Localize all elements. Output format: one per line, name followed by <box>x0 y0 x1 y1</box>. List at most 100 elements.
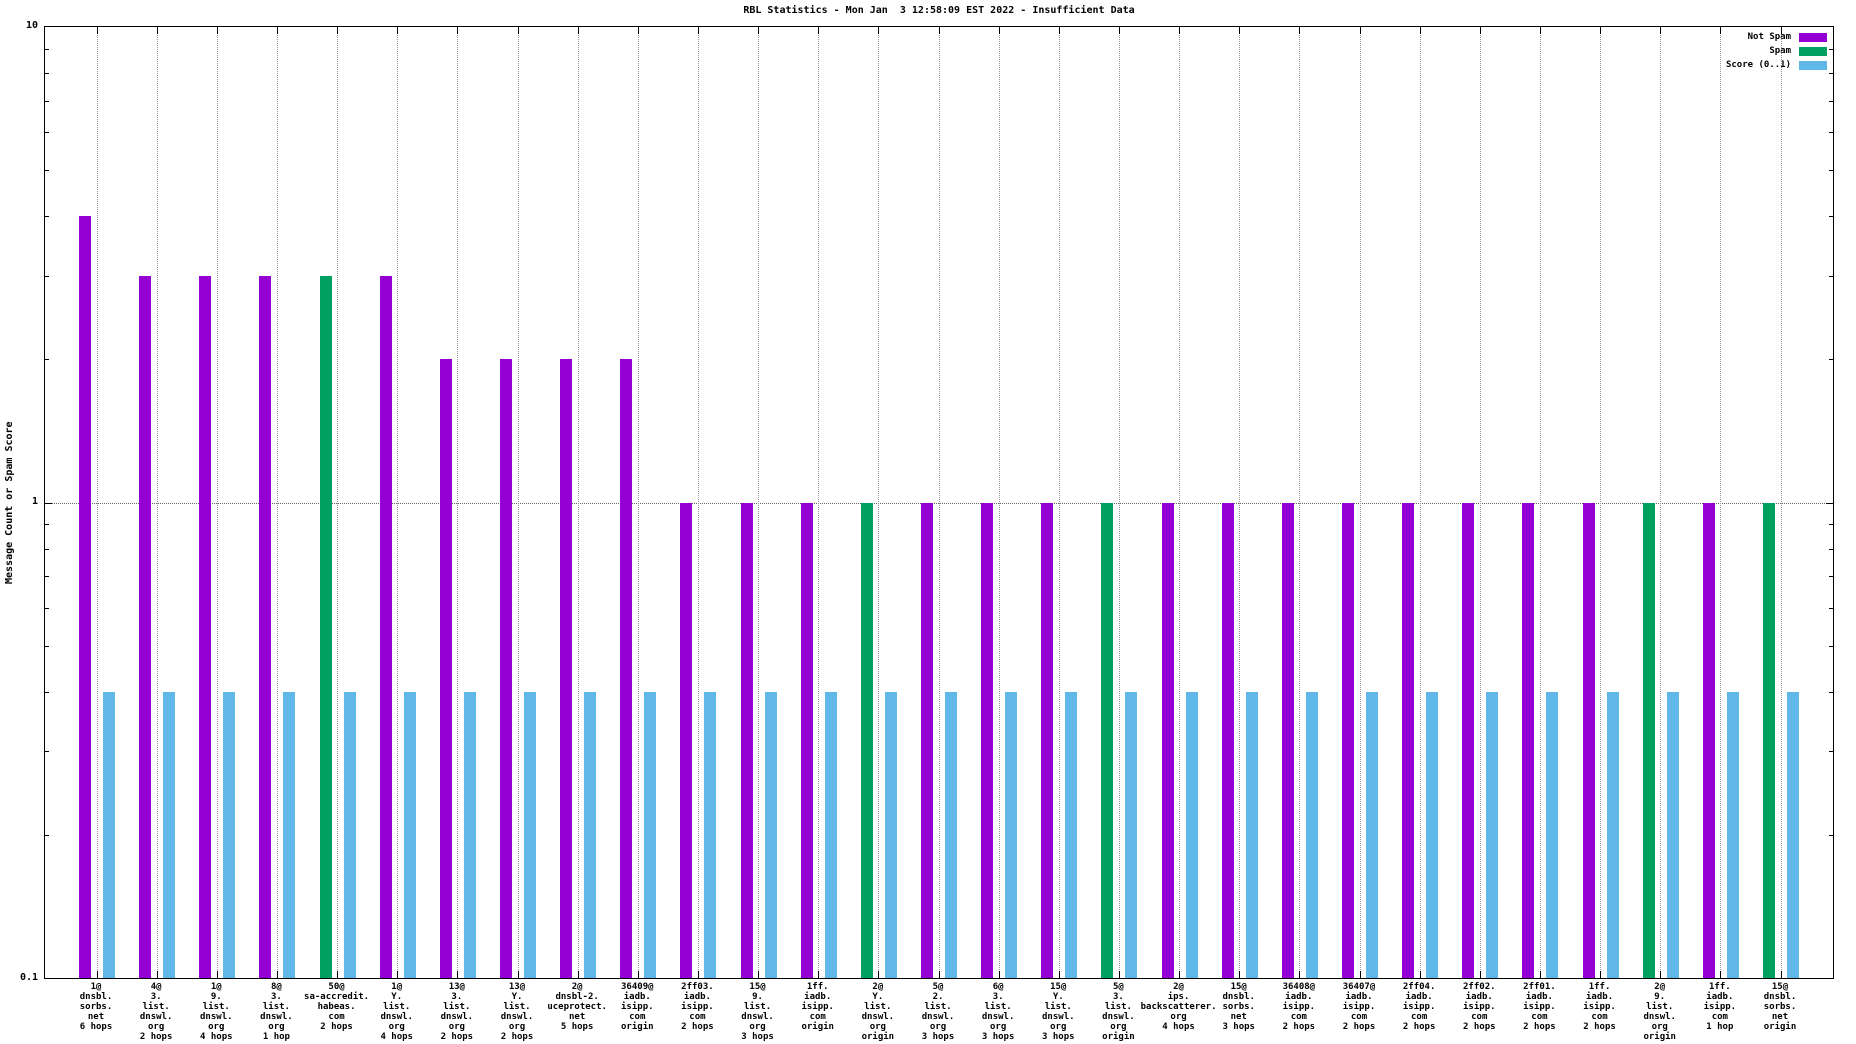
x-tick-label-line: isipp. <box>1523 1002 1556 1012</box>
legend-label-score: Score (0..1) <box>1725 60 1791 70</box>
gridline-x <box>1359 27 1361 978</box>
y-minor-tick <box>45 73 49 75</box>
x-tick-label-line: 6@ <box>992 982 1004 992</box>
gridline-x <box>216 27 218 978</box>
gridline-x <box>758 27 760 978</box>
x-tick-top <box>96 27 98 34</box>
gridline-x <box>938 27 940 978</box>
bar-score <box>1245 691 1258 978</box>
y-minor-tick <box>45 834 49 836</box>
bar-not-spam <box>199 275 212 978</box>
x-tick-bottom <box>878 971 880 978</box>
bar-score <box>1787 691 1799 978</box>
y-minor-tick <box>1829 576 1833 578</box>
x-tick-label-line: 2 hops <box>1463 1022 1496 1032</box>
y-minor-tick <box>45 576 49 578</box>
x-tick-label-line: 2 hops <box>320 1022 353 1032</box>
x-tick-label-line: 9. <box>752 992 763 1002</box>
x-tick-label-line: com <box>1411 1012 1428 1022</box>
bar-spam <box>319 275 332 978</box>
x-tick-label-line: iadb. <box>623 992 651 1002</box>
x-tick-label-line: isipp. <box>1402 1002 1436 1012</box>
bar-score <box>163 691 176 978</box>
x-tick-label-line: sorbs. <box>1763 1002 1797 1012</box>
x-tick-label-line: dnswl. <box>1042 1012 1075 1022</box>
x-tick-bottom <box>1780 971 1782 978</box>
x-tick-label-line: org <box>1110 1022 1127 1032</box>
x-tick-label-line: 6 hops <box>79 1022 113 1032</box>
x-tick-bottom <box>1359 971 1361 978</box>
x-tick-label-line: Y. <box>1052 992 1064 1002</box>
x-tick-label-line: org <box>208 1022 225 1032</box>
y-major-tick <box>45 502 52 504</box>
legend-entry-not-spam: Not Spam <box>1748 32 1827 42</box>
x-tick-label-line: com <box>1290 1012 1307 1022</box>
x-tick-bottom <box>276 971 278 978</box>
legend-entry-score: Score (0..1) <box>1726 60 1827 70</box>
gridline-x <box>1780 27 1782 978</box>
x-tick-label: 1ff. iadb. isipp. com 1 hop <box>1660 982 1780 1032</box>
bar-score <box>1125 691 1138 978</box>
x-tick-label-line: org <box>869 1022 886 1032</box>
bar-score <box>1005 691 1018 978</box>
x-tick-label-line: iadb. <box>1706 992 1734 1002</box>
x-tick-top <box>1058 27 1060 34</box>
bar-spam <box>1101 502 1114 978</box>
x-tick-label-line: 13@ <box>508 982 526 992</box>
x-tick-label-line: 8@ <box>271 982 282 992</box>
x-tick-top <box>1660 27 1662 34</box>
x-tick-label-line: com <box>328 1012 345 1022</box>
x-tick-label-line: dnsbl. <box>79 992 113 1002</box>
x-tick-label-line: dnswl. <box>741 1012 774 1022</box>
bar-score <box>1185 691 1198 978</box>
gridline-x <box>818 27 820 978</box>
x-tick-label-line: 2ff04. <box>1402 982 1436 992</box>
x-tick-label-line: dnswl. <box>139 1012 173 1022</box>
y-minor-tick <box>1829 275 1833 277</box>
y-minor-tick <box>1829 216 1833 218</box>
x-tick-label-line: dnsbl. <box>1763 992 1797 1002</box>
y-major-tick <box>1826 502 1833 504</box>
x-tick-label-line: 2@ <box>872 982 884 992</box>
bar-score <box>1546 691 1559 978</box>
gridline-x <box>276 27 278 978</box>
gridline-x <box>1720 27 1722 978</box>
gridline-x <box>457 27 459 978</box>
x-tick-label-line: origin <box>621 1022 654 1032</box>
x-tick-label-line: 3 hops <box>741 1032 774 1042</box>
bar-score <box>283 691 296 978</box>
x-tick-label: 6@ 3. list. dnswl. org 3 hops <box>938 982 1058 1042</box>
x-tick-bottom <box>1479 971 1481 978</box>
x-tick-label-line: dnswl. <box>380 1012 413 1022</box>
x-tick-label: 2@ dnsbl-2. uceprotect. net 5 hops <box>517 982 637 1032</box>
y-minor-tick <box>45 691 49 693</box>
x-tick-label-line: com <box>629 1012 646 1022</box>
y-minor-tick <box>1829 548 1833 550</box>
x-tick-bottom <box>998 971 1000 978</box>
x-tick-label-line: 1ff. <box>806 982 829 992</box>
x-tick-label-line: isipp. <box>801 1002 834 1012</box>
x-tick-label: 15@ Y. list. dnswl. org 3 hops <box>998 982 1118 1042</box>
x-tick-bottom <box>1720 971 1722 978</box>
x-tick-label-line: 2@ <box>1173 982 1184 992</box>
x-tick-top <box>1179 27 1181 34</box>
x-tick-label-line: isipp. <box>681 1002 714 1012</box>
x-tick-label-line: com <box>1531 1012 1548 1022</box>
x-tick-top <box>397 27 399 34</box>
y-minor-tick <box>1829 645 1833 647</box>
bar-spam <box>860 502 873 978</box>
bar-not-spam <box>560 359 573 978</box>
x-tick-top <box>938 27 940 34</box>
x-tick-label: 36407@ iadb. isipp. com 2 hops <box>1299 982 1419 1032</box>
gridline-x <box>1600 27 1602 978</box>
bar-not-spam <box>1342 502 1354 978</box>
x-tick-label-line: isipp. <box>1342 1002 1376 1012</box>
x-tick-label-line: list. <box>262 1002 290 1012</box>
x-tick-bottom <box>397 971 399 978</box>
bar-score <box>524 691 536 978</box>
x-tick-label-line: isipp. <box>621 1002 654 1012</box>
x-tick-top <box>1780 27 1782 34</box>
x-tick-label-line: 1 hop <box>1706 1022 1734 1032</box>
bar-score <box>1366 691 1378 978</box>
x-tick-label-line: org <box>388 1022 405 1032</box>
